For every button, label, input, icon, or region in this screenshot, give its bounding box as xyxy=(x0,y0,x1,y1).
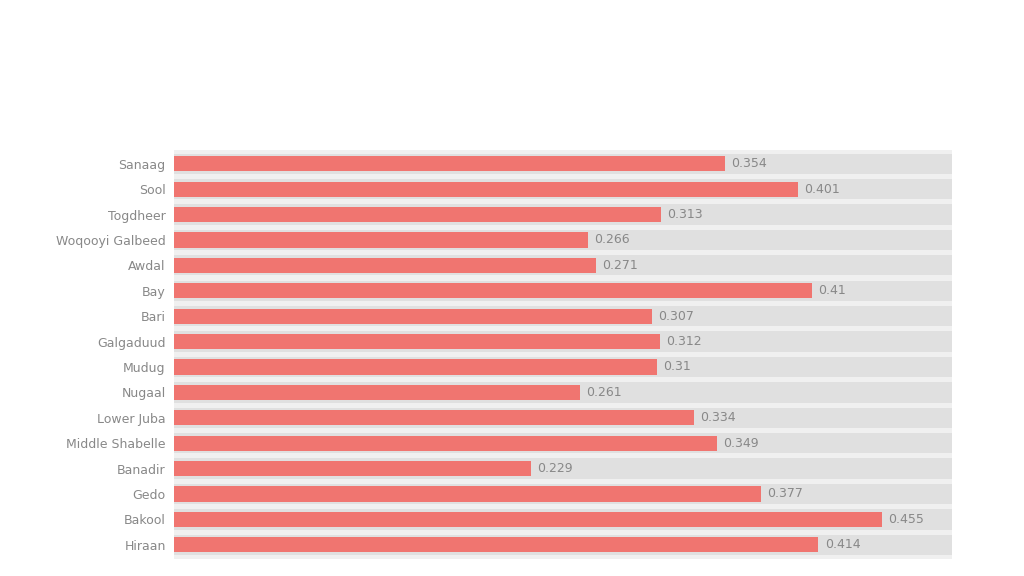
Bar xyxy=(174,181,799,197)
Bar xyxy=(174,281,952,301)
Bar xyxy=(174,283,812,298)
Text: 0.229: 0.229 xyxy=(537,462,572,475)
Bar xyxy=(174,257,596,273)
Bar xyxy=(174,334,659,349)
Bar xyxy=(174,154,952,174)
Text: 0.313: 0.313 xyxy=(668,208,703,221)
Text: 0.312: 0.312 xyxy=(666,335,701,348)
Bar xyxy=(174,179,952,199)
Bar xyxy=(174,156,725,171)
Bar xyxy=(174,537,818,552)
Bar xyxy=(174,204,952,225)
Text: 0.414: 0.414 xyxy=(824,538,860,551)
Bar xyxy=(174,458,952,479)
Bar xyxy=(174,255,952,275)
Bar xyxy=(174,461,530,476)
Bar xyxy=(174,511,883,527)
Text: 0.31: 0.31 xyxy=(663,361,690,373)
Bar xyxy=(174,509,952,529)
Bar xyxy=(174,232,588,248)
Bar xyxy=(174,408,952,428)
Bar xyxy=(174,385,581,400)
Bar xyxy=(174,433,952,453)
Text: MPI Decomposition by region: MPI Decomposition by region xyxy=(268,77,756,110)
Text: 0.271: 0.271 xyxy=(602,259,638,272)
Text: 0.334: 0.334 xyxy=(700,411,736,425)
Text: 0.377: 0.377 xyxy=(767,487,803,501)
Bar xyxy=(174,207,662,222)
Text: 0.455: 0.455 xyxy=(889,513,925,526)
Bar xyxy=(174,230,952,250)
Text: 0.349: 0.349 xyxy=(724,437,759,450)
Text: 0.354: 0.354 xyxy=(731,157,767,170)
Bar xyxy=(174,357,952,377)
Text: 0.261: 0.261 xyxy=(587,386,623,399)
Bar xyxy=(174,309,652,324)
Bar xyxy=(174,410,694,425)
Bar xyxy=(174,331,952,352)
Bar xyxy=(174,484,952,504)
Bar xyxy=(174,306,952,326)
Bar xyxy=(174,486,761,502)
Bar xyxy=(174,435,717,451)
Text: 0.41: 0.41 xyxy=(818,284,846,297)
Bar xyxy=(174,359,656,374)
Bar xyxy=(174,535,952,555)
Text: 0.307: 0.307 xyxy=(658,310,694,323)
Text: 0.266: 0.266 xyxy=(594,233,630,247)
Bar xyxy=(174,382,952,403)
Text: 0.401: 0.401 xyxy=(805,183,841,196)
